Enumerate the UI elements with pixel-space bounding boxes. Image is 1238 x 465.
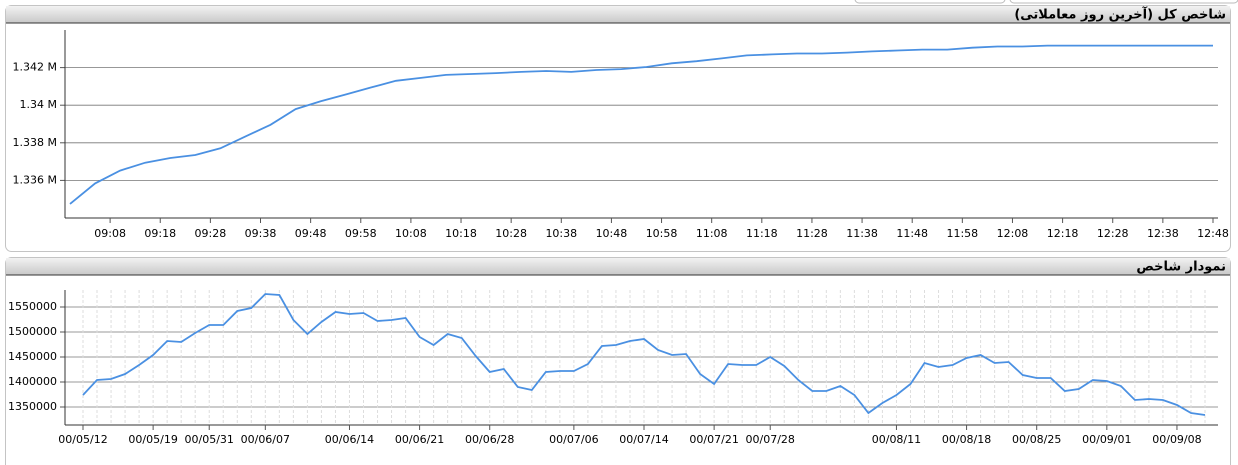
x-tick-label: 11:08 — [696, 227, 728, 240]
y-tick-label: 1.34 M — [20, 98, 57, 111]
x-tick-label: 00/08/11 — [872, 433, 921, 446]
x-tick-label: 00/06/07 — [241, 433, 290, 446]
x-tick-label: 00/09/01 — [1082, 433, 1131, 446]
x-tick-label: 09:28 — [195, 227, 227, 240]
y-tick-label: 1.336 M — [13, 173, 57, 186]
x-tick-label: 00/07/14 — [619, 433, 668, 446]
x-tick-label: 11:58 — [946, 227, 978, 240]
x-tick-label: 12:28 — [1097, 227, 1129, 240]
x-tick-label: 09:38 — [245, 227, 277, 240]
x-tick-label: 09:58 — [345, 227, 377, 240]
panel-header — [6, 6, 1230, 23]
x-tick-label: 09:18 — [144, 227, 176, 240]
x-tick-label: 10:18 — [445, 227, 477, 240]
x-tick-label: 11:28 — [796, 227, 828, 240]
x-tick-label: 00/05/31 — [185, 433, 234, 446]
tab[interactable] — [854, 0, 1006, 4]
x-tick-label: 00/06/28 — [465, 433, 514, 446]
x-tick-label: 10:08 — [395, 227, 427, 240]
x-tick-label: 09:08 — [94, 227, 126, 240]
x-tick-label: 00/07/21 — [689, 433, 738, 446]
panel-title: نمودار شاخص — [1136, 260, 1226, 275]
y-tick-label: 1.342 M — [13, 61, 57, 74]
y-tick-label: 1550000 — [8, 300, 57, 313]
panel — [5, 257, 1231, 465]
x-tick-label: 11:48 — [896, 227, 928, 240]
panel-title: شاخص کل (آخرین روز معاملاتی) — [1014, 6, 1226, 23]
y-tick-label: 1450000 — [8, 350, 57, 363]
panel-header — [6, 258, 1230, 275]
x-tick-label: 12:08 — [997, 227, 1029, 240]
panel — [5, 5, 1231, 252]
data-line — [82, 293, 1206, 416]
y-tick-label: 1500000 — [8, 325, 57, 338]
x-tick-label: 00/09/08 — [1152, 433, 1201, 446]
x-tick-label: 00/08/18 — [942, 433, 991, 446]
x-tick-label: 12:38 — [1147, 227, 1179, 240]
data-line — [69, 44, 1213, 205]
y-tick-label: 1.338 M — [13, 136, 57, 149]
y-tick-label: 1400000 — [8, 375, 57, 388]
x-tick-label: 10:38 — [545, 227, 577, 240]
x-tick-label: 12:48 — [1197, 227, 1229, 240]
x-tick-label: 00/08/25 — [1012, 433, 1061, 446]
x-tick-label: 10:28 — [495, 227, 527, 240]
x-tick-label: 00/05/19 — [128, 433, 177, 446]
x-tick-label: 00/07/06 — [549, 433, 598, 446]
x-tick-label: 11:38 — [846, 227, 878, 240]
x-tick-label: 10:48 — [596, 227, 628, 240]
y-tick-label: 1350000 — [8, 400, 57, 413]
x-tick-label: 09:48 — [295, 227, 327, 240]
tab[interactable] — [1009, 0, 1238, 4]
x-tick-label: 00/06/21 — [395, 433, 444, 446]
x-tick-label: 12:18 — [1047, 227, 1079, 240]
x-tick-label: 00/07/28 — [746, 433, 795, 446]
x-tick-label: 00/05/12 — [58, 433, 107, 446]
x-tick-label: 00/06/14 — [325, 433, 374, 446]
x-tick-label: 11:18 — [746, 227, 778, 240]
x-tick-label: 10:58 — [646, 227, 678, 240]
